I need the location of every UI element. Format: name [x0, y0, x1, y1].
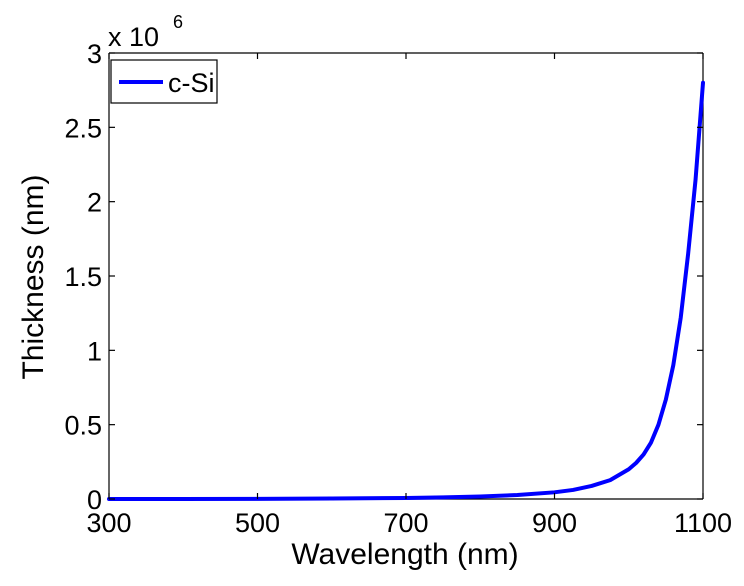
x-axis-title: Wavelength (nm)	[291, 538, 518, 571]
x-tick-label: 700	[383, 508, 428, 538]
y-tick-label: 1	[87, 336, 102, 366]
legend-label-c-si: c-Si	[168, 68, 215, 98]
y-axis-multiplier-exponent: 6	[173, 12, 183, 32]
x-tick-label: 300	[86, 508, 131, 538]
plot-area	[108, 52, 704, 500]
plot-background	[109, 53, 703, 499]
y-tick-label: 2	[87, 188, 102, 218]
x-tick-label: 1100	[674, 508, 732, 538]
y-tick-label: 0.5	[64, 411, 102, 441]
x-tick-label: 900	[532, 508, 577, 538]
y-tick-label: 1.5	[64, 262, 102, 292]
ticks-layer: 300 500 700 900 1100 0 0.5 1 1.5 2 2.5 3	[64, 39, 732, 538]
y-tick-label: 3	[87, 39, 102, 69]
legend: c-Si	[110, 59, 218, 104]
y-axis-title: Thickness (nm)	[17, 174, 50, 379]
y-tick-label: 0	[87, 485, 102, 515]
y-axis-multiplier: x 10	[108, 22, 159, 52]
x-tick-label: 500	[235, 508, 280, 538]
series-layer	[107, 80, 705, 501]
series-line-c-si	[107, 80, 705, 501]
y-tick-label: 2.5	[64, 113, 102, 143]
